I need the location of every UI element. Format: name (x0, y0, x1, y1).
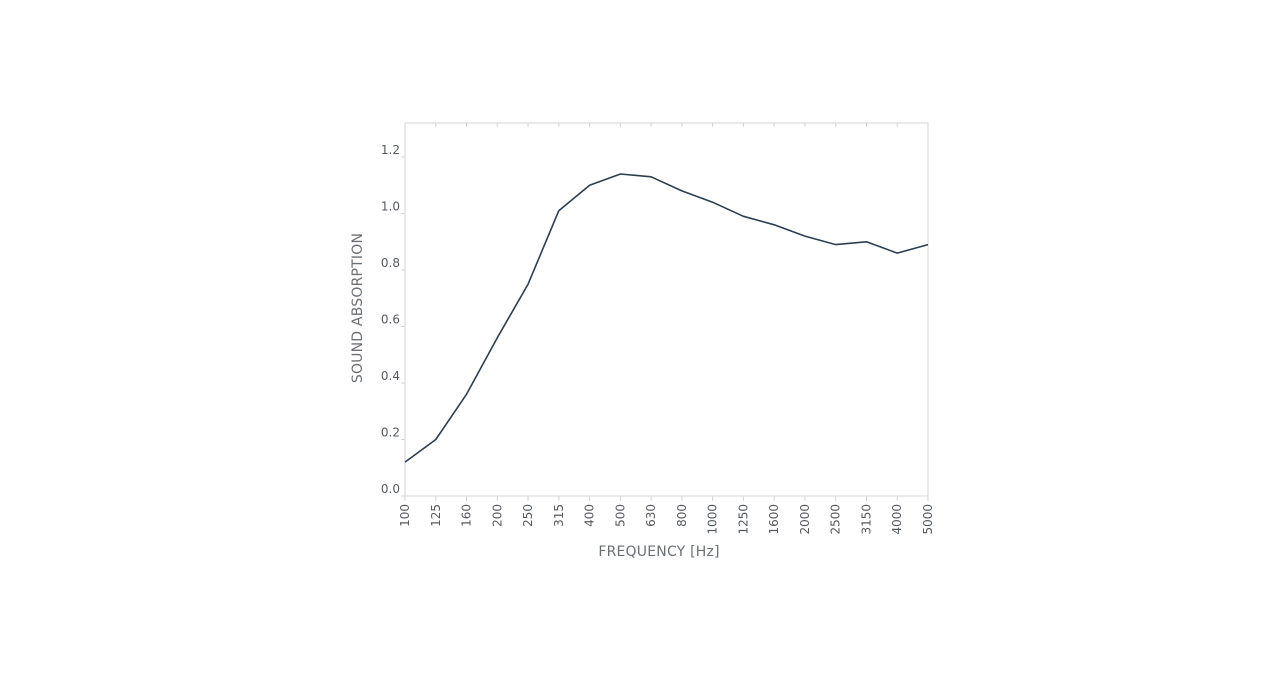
y-tick-label: 0.8 (381, 256, 400, 270)
x-tick-label: 800 (675, 504, 689, 527)
series-line (404, 173, 929, 463)
x-tick-label: 100 (398, 504, 412, 527)
x-axis-title: FREQUENCY [Hz] (598, 544, 719, 560)
y-tick-label: 0.6 (381, 313, 400, 327)
x-tick-label: 4000 (890, 504, 904, 535)
x-tick-label: 125 (429, 504, 443, 527)
y-tick-label: 1.2 (381, 143, 400, 157)
x-tick-label: 2500 (829, 504, 843, 535)
x-tick-label: 5000 (921, 504, 935, 535)
x-tick-label: 500 (613, 504, 627, 527)
y-tick-label: 0.0 (381, 482, 400, 496)
x-tick-label: 1000 (706, 504, 720, 535)
x-tick-label: 1250 (736, 504, 750, 535)
y-tick-label: 0.4 (381, 369, 400, 383)
y-axis-title: SOUND ABSORPTION (350, 233, 366, 383)
plot-frame (404, 122, 929, 497)
x-tick-label: 160 (460, 504, 474, 527)
x-tick-label: 630 (644, 504, 658, 527)
x-tick-label: 250 (521, 504, 535, 527)
x-tick-label: 1600 (767, 504, 781, 535)
y-tick-label: 0.2 (381, 426, 400, 440)
x-tick-label: 3150 (859, 504, 873, 535)
y-tick-label: 1.0 (381, 200, 400, 214)
x-tick-label: 315 (552, 504, 566, 527)
x-tick-label: 200 (490, 504, 504, 527)
x-tick-label: 2000 (798, 504, 812, 535)
x-tick-label: 400 (583, 504, 597, 527)
